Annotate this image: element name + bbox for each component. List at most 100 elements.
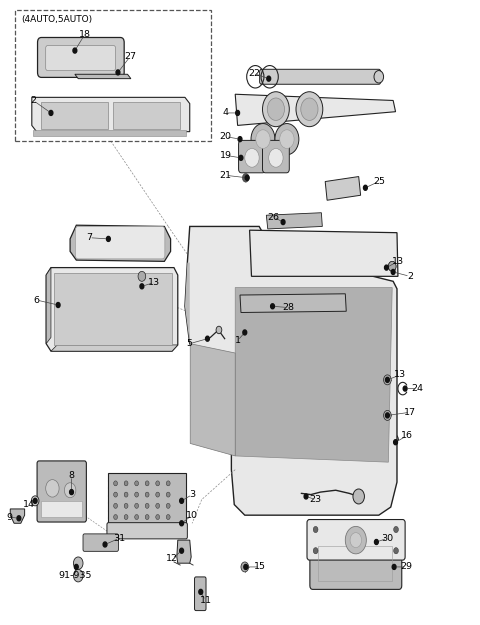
Text: 91-935: 91-935 (58, 571, 92, 580)
Polygon shape (185, 226, 397, 515)
Circle shape (391, 269, 395, 274)
Circle shape (394, 548, 398, 554)
Circle shape (124, 514, 128, 519)
Circle shape (156, 514, 159, 519)
Circle shape (269, 149, 283, 168)
Circle shape (17, 516, 21, 521)
FancyBboxPatch shape (113, 102, 180, 129)
Circle shape (135, 481, 139, 486)
FancyBboxPatch shape (37, 461, 86, 522)
Circle shape (73, 557, 83, 569)
Text: 10: 10 (186, 511, 198, 519)
Polygon shape (177, 540, 191, 563)
Circle shape (180, 521, 183, 526)
Circle shape (216, 326, 222, 334)
Circle shape (384, 375, 391, 385)
Circle shape (281, 219, 285, 224)
Text: 1: 1 (235, 336, 240, 345)
Polygon shape (185, 262, 190, 344)
Text: 13: 13 (394, 371, 407, 379)
Circle shape (350, 532, 361, 548)
Polygon shape (51, 345, 178, 351)
Circle shape (392, 564, 396, 569)
Text: 2: 2 (30, 96, 36, 105)
Circle shape (49, 111, 53, 116)
Circle shape (114, 514, 118, 519)
Circle shape (124, 492, 128, 497)
FancyBboxPatch shape (37, 38, 124, 78)
Circle shape (46, 479, 59, 497)
Circle shape (166, 503, 170, 508)
Circle shape (145, 492, 149, 497)
Circle shape (135, 503, 139, 508)
Text: 13: 13 (148, 278, 160, 287)
Circle shape (56, 302, 60, 308)
Circle shape (145, 481, 149, 486)
Circle shape (243, 330, 247, 335)
Circle shape (384, 411, 391, 421)
Polygon shape (75, 74, 131, 79)
Circle shape (313, 548, 318, 554)
Text: 24: 24 (411, 384, 423, 393)
Text: 30: 30 (381, 534, 394, 542)
Circle shape (166, 481, 170, 486)
Text: 16: 16 (400, 431, 412, 441)
Circle shape (304, 494, 308, 499)
Polygon shape (46, 268, 178, 351)
Polygon shape (235, 94, 396, 126)
Circle shape (280, 130, 294, 149)
Text: 15: 15 (254, 562, 266, 571)
FancyBboxPatch shape (54, 273, 171, 345)
FancyBboxPatch shape (33, 130, 186, 136)
FancyBboxPatch shape (307, 519, 405, 560)
Circle shape (124, 481, 128, 486)
Circle shape (384, 265, 388, 270)
FancyBboxPatch shape (263, 141, 289, 172)
Circle shape (156, 503, 159, 508)
Circle shape (251, 124, 275, 155)
Circle shape (73, 569, 83, 582)
Circle shape (74, 564, 78, 569)
Text: 22: 22 (248, 69, 260, 78)
FancyBboxPatch shape (239, 141, 265, 172)
Circle shape (33, 498, 37, 503)
FancyBboxPatch shape (194, 577, 206, 611)
Circle shape (267, 76, 271, 81)
Circle shape (166, 492, 170, 497)
Text: 18: 18 (78, 31, 90, 39)
Circle shape (166, 514, 170, 519)
Circle shape (205, 336, 209, 341)
FancyBboxPatch shape (108, 473, 186, 523)
FancyBboxPatch shape (107, 522, 187, 539)
Circle shape (114, 481, 118, 486)
Circle shape (156, 481, 159, 486)
Text: 25: 25 (373, 177, 385, 186)
FancyBboxPatch shape (41, 501, 82, 517)
Circle shape (238, 137, 242, 142)
Polygon shape (240, 294, 346, 312)
FancyBboxPatch shape (260, 69, 381, 84)
Circle shape (296, 92, 323, 127)
Polygon shape (32, 98, 190, 132)
Circle shape (180, 548, 183, 553)
Circle shape (135, 514, 139, 519)
Text: 6: 6 (34, 296, 39, 304)
Circle shape (156, 492, 159, 497)
FancyBboxPatch shape (41, 102, 108, 129)
Circle shape (388, 261, 396, 271)
Circle shape (385, 413, 389, 418)
Polygon shape (70, 225, 170, 261)
Text: 7: 7 (86, 233, 92, 242)
Circle shape (138, 271, 146, 281)
Circle shape (242, 173, 249, 182)
Circle shape (245, 175, 249, 180)
FancyBboxPatch shape (46, 46, 116, 71)
Circle shape (363, 185, 367, 190)
Circle shape (124, 503, 128, 508)
Circle shape (256, 130, 270, 149)
Circle shape (263, 92, 289, 127)
Circle shape (275, 124, 299, 155)
Text: 12: 12 (166, 554, 178, 563)
Circle shape (64, 482, 76, 498)
Text: 28: 28 (282, 303, 294, 312)
